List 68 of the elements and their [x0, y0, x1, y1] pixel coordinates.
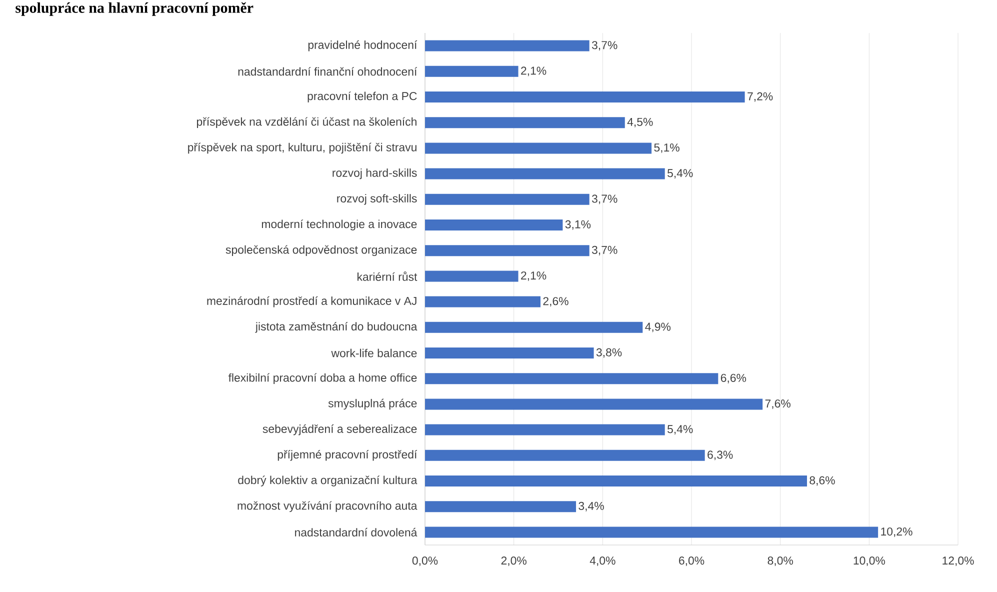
- data-label: 5,4%: [668, 169, 693, 179]
- y-tick-label: příjemné pracovní prostředí: [278, 450, 418, 461]
- bar: [425, 40, 590, 52]
- y-tick-label: pravidelné hodnocení: [308, 40, 418, 52]
- x-tick-label: 0,0%: [412, 556, 438, 566]
- data-label: 4,9%: [645, 322, 671, 332]
- y-tick-label: work-life balance: [331, 348, 417, 358]
- bar: [425, 450, 705, 461]
- y-tick-label: nadstandardní dovolená: [295, 528, 418, 536]
- bar: [425, 526, 878, 538]
- bar: [425, 245, 590, 256]
- y-tick-label: jistota zaměstnání do budoucna: [255, 322, 418, 333]
- data-label: 2,1%: [521, 271, 546, 281]
- x-tick-label: 10,0%: [854, 556, 886, 566]
- y-tick-label: pracovní telefon a PC: [308, 92, 417, 102]
- y-tick-label: nadstandardní finanční ohodnocení: [238, 67, 418, 76]
- y-tick-label: možnost využívání pracovního auta: [238, 501, 418, 512]
- y-tick-label: moderní technologie a inovace: [262, 220, 417, 230]
- data-label: 5,4%: [668, 425, 693, 435]
- bar: [425, 398, 763, 410]
- bar: [425, 66, 518, 77]
- data-label: 3,4%: [578, 502, 604, 512]
- data-label: 2,6%: [543, 297, 568, 307]
- y-tick-label: mezinárodní prostředí a komunikace v AJ: [207, 296, 416, 308]
- y-tick-label: smysluplná práce: [328, 398, 417, 410]
- x-tick-label: 12,0%: [942, 556, 974, 566]
- bar: [425, 476, 807, 487]
- data-label: 10,2%: [881, 527, 912, 537]
- text: spolupráce na hlavní pracovní poměr: [16, 2, 254, 16]
- bar: [425, 501, 576, 512]
- y-tick-label: flexibilní pracovní doba a home office: [228, 373, 417, 384]
- bar: [425, 348, 594, 359]
- bar: [425, 296, 540, 308]
- data-label: 3,8%: [596, 348, 622, 358]
- y-tick-label: kariérní růst: [358, 272, 418, 281]
- y-tick-label: příspěvek na sport, kulturu, pojištění či stravu: [188, 142, 416, 154]
- data-label: 3,1%: [565, 220, 591, 230]
- bar: [425, 142, 652, 154]
- data-label: 4,5%: [627, 118, 653, 128]
- x-tick-label: 8,0%: [768, 556, 793, 566]
- data-label: 5,1%: [654, 143, 680, 153]
- y-tick-label: příspěvek na vzdělání či účast na školeních: [196, 117, 416, 128]
- y-tick-label: společenská odpovědnost organizace: [226, 245, 417, 256]
- x-tick-label: 2,0%: [501, 556, 526, 566]
- data-label: 8,6%: [810, 476, 835, 486]
- bar: [425, 92, 745, 102]
- bar: [425, 117, 625, 128]
- bar: [425, 424, 665, 436]
- data-label: 2,1%: [521, 66, 546, 76]
- data-label: 3,7%: [592, 41, 618, 51]
- y-tick-label: dobrý kolektiv a organizační kultura: [238, 476, 418, 486]
- y-tick-label: rozvoj soft-skills: [337, 194, 417, 205]
- data-label: 6,3%: [708, 450, 733, 460]
- bar: [425, 220, 563, 231]
- bar: [425, 194, 590, 205]
- data-label: 6,6%: [720, 374, 746, 384]
- x-tick-label: 4,0%: [590, 556, 616, 566]
- data-label: 3,7%: [592, 194, 618, 204]
- bar: [425, 168, 665, 180]
- bar: [425, 322, 643, 333]
- bar: [425, 373, 718, 384]
- y-tick-label: rozvoj hard-skills: [332, 168, 417, 180]
- data-label: 7,2%: [748, 92, 773, 102]
- y-tick-label: sebevyjádření a seberealizace: [262, 424, 417, 436]
- bar: [425, 270, 518, 282]
- x-tick-label: 6,0%: [679, 556, 704, 566]
- data-label: 7,6%: [765, 399, 790, 409]
- data-label: 3,7%: [592, 246, 618, 256]
